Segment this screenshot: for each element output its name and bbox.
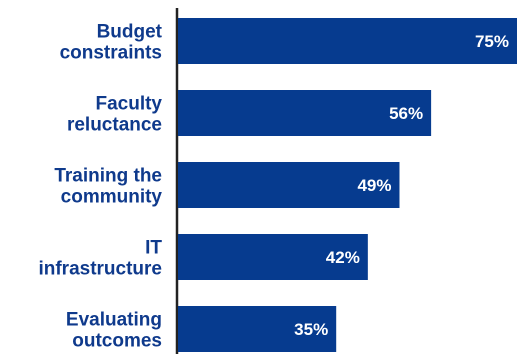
value-label-0: 75% [475,32,509,51]
bar-2 [178,162,400,208]
value-label-2: 49% [357,176,391,195]
category-label-0: Budget constraints [60,22,163,64]
category-label-line: community [61,187,163,208]
category-label-line: outcomes [72,331,162,352]
category-label-line: IT [145,238,162,259]
category-label-1: Faculty reluctance [67,94,162,136]
value-label-1: 56% [389,104,423,123]
bar-4 [178,306,337,352]
category-label-line: Faculty [95,94,162,115]
category-label-line: Budget [97,22,163,43]
value-label-4: 35% [294,320,328,339]
category-label-line: infrastructure [38,259,162,280]
category-label-line: constraints [60,43,162,64]
category-label-line: Evaluating [66,310,162,331]
bars-group: 75% Budget constraints 56% Faculty reluctance… [38,18,517,352]
bar-3 [178,234,368,280]
category-label-3: IT infrastructure [38,238,162,280]
value-label-3: 42% [326,248,360,267]
category-label-2: Training the community [54,166,162,208]
category-label-line: Training the [54,166,162,187]
bar-1 [178,90,432,136]
category-label-line: reluctance [67,115,162,136]
bar-0 [178,18,517,64]
category-label-4: Evaluating outcomes [66,310,162,352]
